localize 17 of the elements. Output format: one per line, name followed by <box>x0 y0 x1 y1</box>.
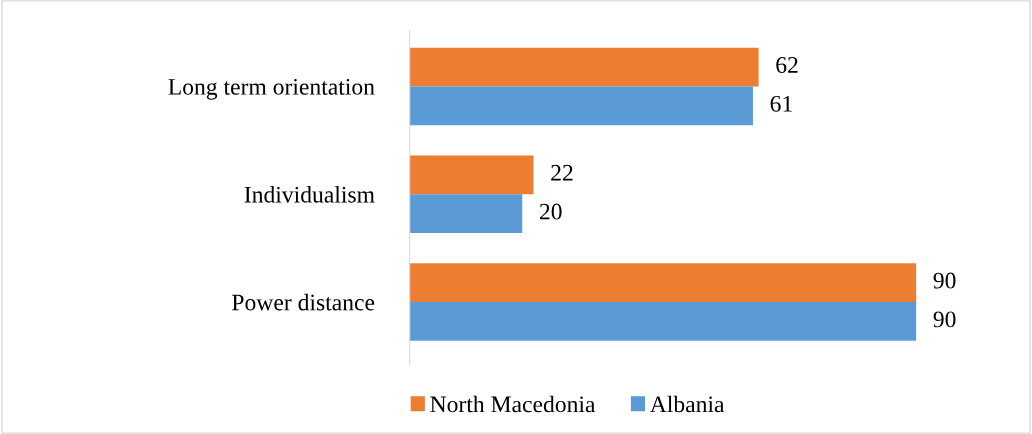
y-tick-label: Power distance <box>232 293 375 311</box>
data-label: 62 <box>776 57 798 73</box>
bar <box>409 302 917 341</box>
legend-label: Albania <box>650 395 725 413</box>
y-tick-label: Individualism <box>244 186 375 203</box>
legend-label: North Macedonia <box>430 395 596 413</box>
data-label: 61 <box>770 95 792 112</box>
bar <box>409 263 917 303</box>
bar <box>409 155 534 195</box>
bar <box>409 47 759 87</box>
data-label: 20 <box>539 203 562 220</box>
bar <box>409 194 523 234</box>
bar <box>409 86 753 126</box>
data-label: 90 <box>933 272 956 289</box>
y-tick-label: Long term orientation <box>168 78 375 100</box>
data-label: 90 <box>933 311 956 328</box>
data-label: 22 <box>551 164 573 181</box>
